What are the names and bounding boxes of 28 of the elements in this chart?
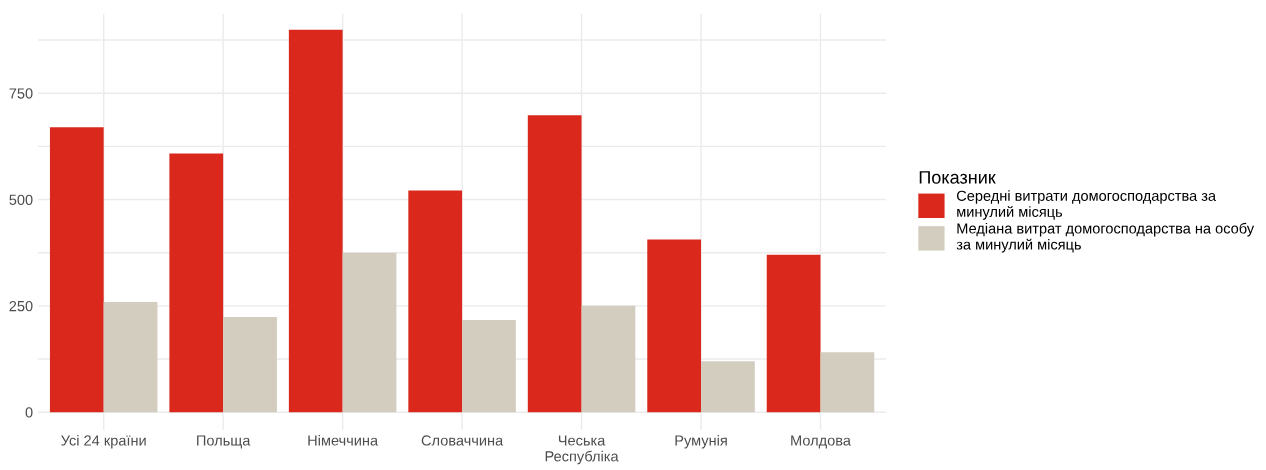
bar <box>462 319 516 413</box>
y-tick-label: 500 <box>9 194 33 205</box>
bar <box>581 305 636 413</box>
bar <box>701 361 755 413</box>
x-tick-label: Словаччина <box>421 435 504 446</box>
y-tick-label: 0 <box>25 407 33 418</box>
bar <box>342 252 397 413</box>
legend-title: Показник <box>919 171 996 184</box>
bar <box>647 239 702 413</box>
bar <box>820 352 875 413</box>
x-tick-label: Польща <box>197 435 251 449</box>
bar <box>527 115 582 413</box>
bar <box>49 127 104 413</box>
legend-label: Медіана витрат домогосподарства на особу за минулий місяць <box>956 222 1255 253</box>
x-tick-label: Усі 24 країни <box>61 434 146 449</box>
y-tick-label: 750 <box>9 88 33 99</box>
y-tick-label: 250 <box>9 300 33 312</box>
bar <box>169 153 224 413</box>
x-tick-label: Молдова <box>791 435 851 449</box>
x-tick-label: Румунія <box>675 434 727 449</box>
bar <box>103 302 158 413</box>
bar <box>288 29 343 413</box>
bar <box>223 316 277 413</box>
bar <box>408 190 463 413</box>
x-tick-label: Чеська Республіка <box>545 435 619 465</box>
bar <box>766 254 821 413</box>
x-tick-label: Німеччина <box>308 434 379 446</box>
legend-label: Середні витрати домогосподарства за минулий місяць <box>956 190 1217 220</box>
